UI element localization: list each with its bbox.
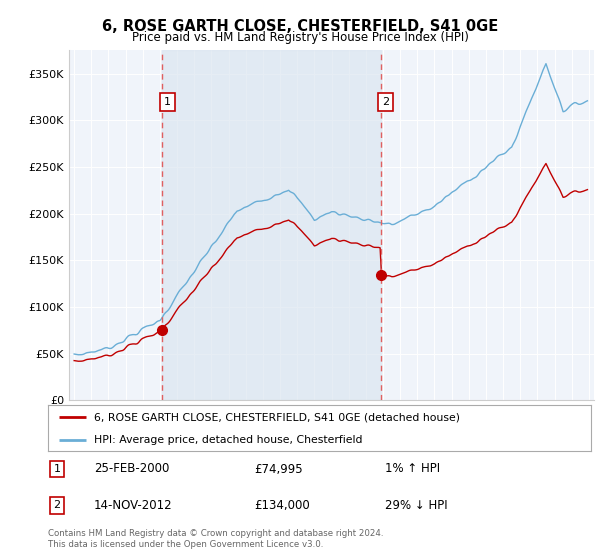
Text: 6, ROSE GARTH CLOSE, CHESTERFIELD, S41 0GE: 6, ROSE GARTH CLOSE, CHESTERFIELD, S41 0…	[102, 19, 498, 34]
Text: 25-FEB-2000: 25-FEB-2000	[94, 463, 170, 475]
Text: £134,000: £134,000	[254, 499, 310, 512]
Bar	[162, 50, 381, 400]
Text: £74,995: £74,995	[254, 463, 303, 475]
Text: 2: 2	[382, 97, 389, 107]
Text: Contains HM Land Registry data © Crown copyright and database right 2024.
This d: Contains HM Land Registry data © Crown c…	[48, 529, 383, 549]
Text: Price paid vs. HM Land Registry's House Price Index (HPI): Price paid vs. HM Land Registry's House …	[131, 31, 469, 44]
Text: 1: 1	[164, 97, 170, 107]
Text: 2: 2	[53, 501, 61, 510]
Text: 1: 1	[53, 464, 61, 474]
Text: HPI: Average price, detached house, Chesterfield: HPI: Average price, detached house, Ches…	[94, 435, 362, 445]
Text: 14-NOV-2012: 14-NOV-2012	[94, 499, 173, 512]
Text: 29% ↓ HPI: 29% ↓ HPI	[385, 499, 447, 512]
Text: 1% ↑ HPI: 1% ↑ HPI	[385, 463, 440, 475]
Text: 6, ROSE GARTH CLOSE, CHESTERFIELD, S41 0GE (detached house): 6, ROSE GARTH CLOSE, CHESTERFIELD, S41 0…	[94, 412, 460, 422]
